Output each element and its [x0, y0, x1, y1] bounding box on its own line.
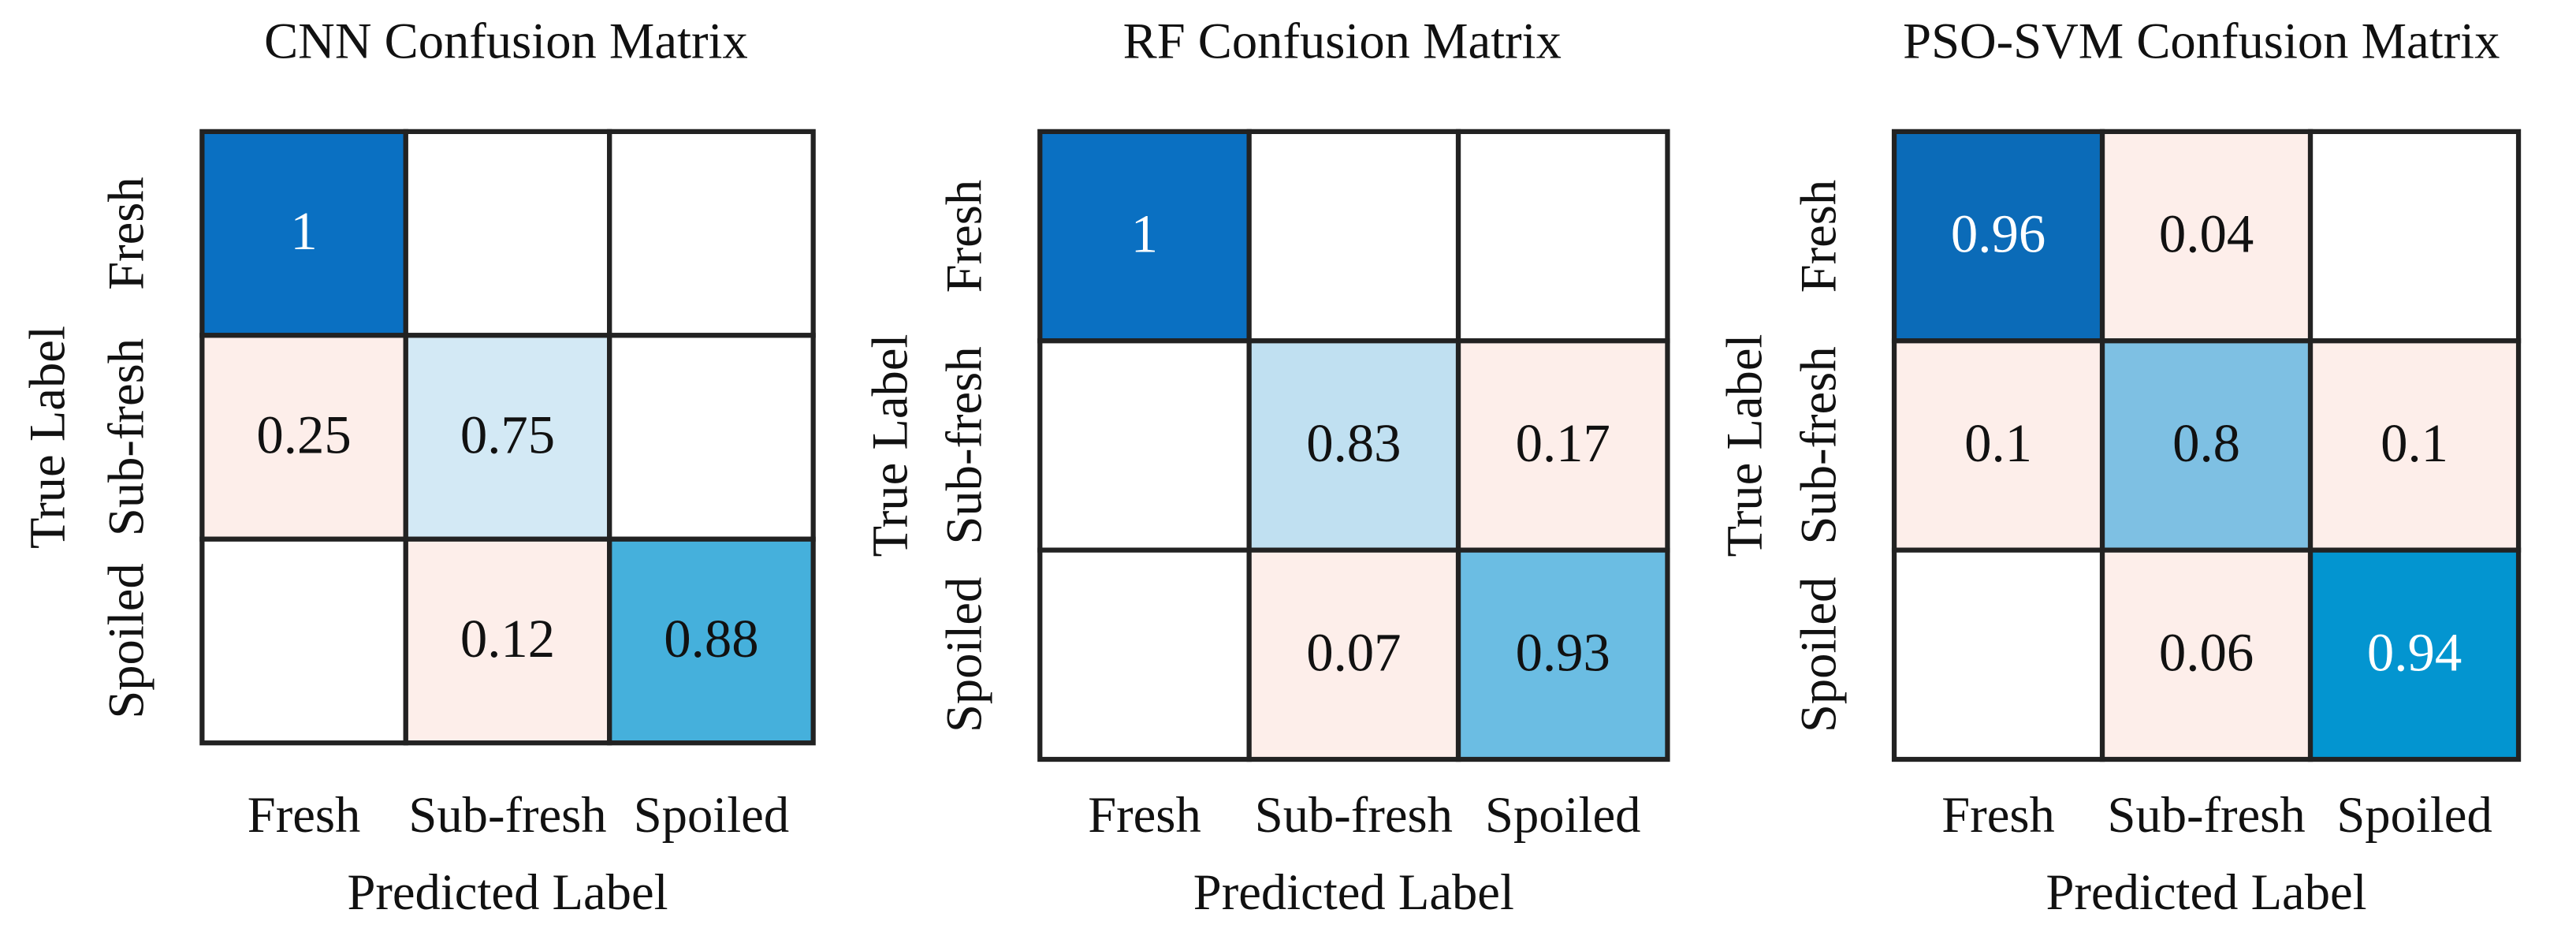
cell: [1455, 547, 1670, 762]
empty-cell: [199, 536, 408, 746]
x-tick-label: Fresh: [1088, 786, 1201, 843]
cell-label: 0.83: [1306, 413, 1401, 473]
cell: [2307, 547, 2522, 762]
x-tick-label: Spoiled: [2336, 786, 2492, 843]
x-axis-label: Predicted Label: [347, 863, 668, 920]
y-tick-label: Fresh: [98, 177, 154, 290]
cell-label: 0.1: [2381, 413, 2448, 473]
y-tick-label: Fresh: [1789, 180, 1846, 293]
cell-label: 0.17: [1516, 413, 1610, 473]
cell: [607, 536, 816, 746]
x-tick-label: Sub-fresh: [408, 786, 606, 843]
empty-cell: [1037, 547, 1252, 762]
y-tick-label: Spoiled: [1789, 577, 1846, 733]
cell-label: 1: [290, 201, 317, 261]
y-tick-label: Spoiled: [935, 577, 992, 733]
empty-cell: [1037, 338, 1252, 553]
cell-label: 0.07: [1306, 622, 1401, 682]
cell-label: 0.06: [2159, 622, 2254, 682]
empty-cell: [1246, 129, 1461, 344]
x-tick-label: Spoiled: [1485, 786, 1640, 843]
cell-label: 0.04: [2159, 204, 2254, 264]
chart-title: PSO-SVM Confusion Matrix: [1903, 12, 2500, 69]
cell: [2099, 338, 2314, 553]
cell-label: 0.75: [460, 404, 555, 464]
y-axis-label: True Label: [1715, 334, 1772, 557]
cell-label: 0.93: [1516, 622, 1610, 682]
cell-label: 0.25: [256, 404, 351, 464]
cell: [2099, 129, 2314, 344]
x-tick-label: Sub-fresh: [1255, 786, 1453, 843]
y-tick-label: Sub-fresh: [98, 338, 154, 536]
x-tick-label: Spoiled: [634, 786, 789, 843]
empty-cell: [2307, 129, 2522, 344]
empty-cell: [607, 333, 816, 542]
cell-label: 0.96: [1951, 204, 2046, 264]
empty-cell: [607, 129, 816, 338]
cell: [1455, 338, 1670, 553]
cell: [199, 129, 408, 338]
cell-label: 0.88: [664, 609, 758, 669]
chart-title: CNN Confusion Matrix: [264, 12, 748, 69]
empty-cell: [403, 129, 612, 338]
cell-label: 1: [1131, 204, 1158, 264]
cell: [1246, 547, 1461, 762]
confusion-matrix: CNN Confusion Matrix 1 0.25 0.75 0.12 0.88 Fre…: [19, 12, 816, 920]
chart-title: RF Confusion Matrix: [1123, 12, 1562, 69]
y-axis-label: True Label: [19, 326, 76, 549]
cell: [2099, 547, 2314, 762]
cell-label: 0.1: [1964, 413, 2032, 473]
confusion-matrix: PSO-SVM Confusion Matrix 0.96 0.04 0.1 0.8 0.…: [1715, 12, 2522, 920]
cell: [199, 333, 408, 542]
cell-label: 0.12: [460, 609, 555, 669]
x-axis-label: Predicted Label: [2046, 863, 2366, 920]
y-tick-label: Spoiled: [98, 563, 154, 718]
cell-label: 0.94: [2367, 622, 2462, 682]
x-tick-label: Fresh: [248, 786, 361, 843]
empty-cell: [1455, 129, 1670, 344]
x-tick-label: Sub-fresh: [2107, 786, 2305, 843]
cell: [1037, 129, 1252, 344]
y-tick-label: Fresh: [935, 180, 992, 293]
x-tick-label: Fresh: [1941, 786, 2055, 843]
y-tick-label: Sub-fresh: [935, 346, 992, 544]
y-axis-label: True Label: [862, 334, 918, 557]
empty-cell: [1891, 547, 2105, 762]
cell-label: 0.8: [2172, 413, 2240, 473]
x-axis-label: Predicted Label: [1193, 863, 1514, 920]
confusion-matrix: RF Confusion Matrix 1 0.83 0.17 0.07 0.93 Fres…: [862, 12, 1670, 920]
y-tick-label: Sub-fresh: [1789, 346, 1846, 544]
